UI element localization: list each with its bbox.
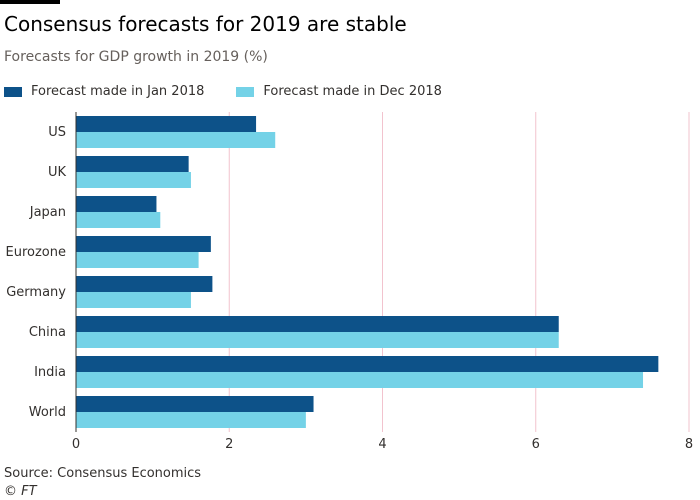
- bar-dec-china: [76, 332, 559, 348]
- bar-jan-uk: [76, 156, 189, 172]
- bar-jan-world: [76, 396, 314, 412]
- bar-dec-world: [76, 412, 306, 428]
- legend-label-dec: Forecast made in Dec 2018: [263, 84, 442, 99]
- source-note: Source: Consensus Economics: [4, 466, 202, 481]
- credit-note: © FT: [4, 484, 37, 499]
- bar-jan-japan: [76, 196, 157, 212]
- bar-jan-eurozone: [76, 236, 211, 252]
- x-tick-label-0: 0: [72, 437, 80, 452]
- x-tick-label-4: 4: [378, 437, 386, 452]
- title-rule: [0, 0, 60, 4]
- bar-jan-india: [76, 356, 659, 372]
- legend-label-jan: Forecast made in Jan 2018: [31, 84, 205, 99]
- chart-title: Consensus forecasts for 2019 are stable: [4, 12, 407, 36]
- category-label-china: China: [29, 325, 66, 340]
- category-label-india: India: [34, 365, 66, 380]
- x-tick-label-2: 2: [225, 437, 233, 452]
- category-label-japan: Japan: [29, 205, 66, 220]
- category-label-germany: Germany: [6, 285, 66, 300]
- bar-dec-japan: [76, 212, 161, 228]
- bar-jan-us: [76, 116, 257, 132]
- x-tick-label-6: 6: [532, 437, 540, 452]
- bar-dec-germany: [76, 292, 191, 308]
- legend-item-dec: Forecast made in Dec 2018: [236, 84, 442, 99]
- category-label-uk: UK: [48, 165, 67, 180]
- legend-swatch-dec: [236, 86, 255, 97]
- bar-dec-india: [76, 372, 644, 388]
- category-label-world: World: [29, 405, 66, 420]
- bar-jan-china: [76, 316, 559, 332]
- x-tick-label-8: 8: [685, 437, 693, 452]
- category-label-us: US: [48, 125, 66, 140]
- category-label-eurozone: Eurozone: [6, 245, 66, 260]
- bar-jan-germany: [76, 276, 213, 292]
- bar-dec-eurozone: [76, 252, 199, 268]
- legend-item-jan: Forecast made in Jan 2018: [4, 84, 204, 99]
- legend-swatch-jan: [4, 86, 22, 97]
- bar-dec-uk: [76, 172, 191, 188]
- chart-subtitle: Forecasts for GDP growth in 2019 (%): [4, 49, 268, 65]
- legend: Forecast made in Jan 2018 Forecast made …: [4, 84, 474, 99]
- bar-dec-us: [76, 132, 276, 148]
